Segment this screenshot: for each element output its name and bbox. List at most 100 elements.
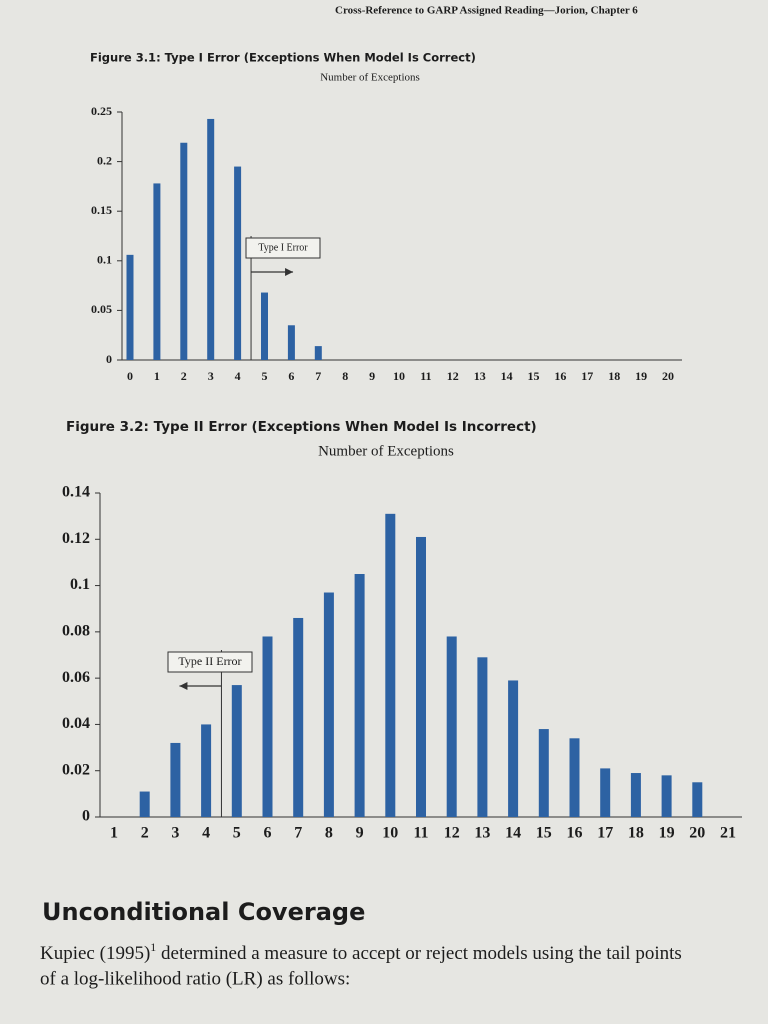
x-tick-label: 9	[369, 369, 375, 383]
x-tick-label: 6	[288, 369, 294, 383]
bar	[354, 574, 365, 817]
x-tick-label: 10	[393, 369, 405, 383]
x-tick-label: 17	[597, 825, 613, 842]
x-tick-label: 3	[208, 369, 214, 383]
x-tick-label: 3	[171, 825, 179, 842]
bar	[508, 680, 519, 817]
chart-title: Figure 3.1: Type I Error (Exceptions Whe…	[90, 51, 476, 65]
bar	[600, 768, 611, 817]
x-tick-label: 4	[235, 369, 241, 383]
x-tick-label: 5	[262, 369, 268, 383]
chart-subtitle: Number of Exceptions	[318, 443, 454, 459]
x-tick-label: 13	[474, 369, 486, 383]
x-tick-label: 1	[154, 369, 160, 383]
y-tick-label: 0.25	[91, 104, 112, 118]
y-tick-label: 0.02	[62, 761, 90, 778]
x-tick-label: 20	[662, 369, 674, 383]
x-tick-label: 4	[202, 825, 210, 842]
bar	[126, 254, 134, 360]
y-tick-label: 0.05	[91, 302, 112, 316]
x-tick-label: 10	[382, 825, 398, 842]
bar	[323, 592, 334, 817]
y-tick-label: 0.14	[62, 484, 90, 501]
bar	[261, 292, 268, 360]
bar	[569, 738, 580, 817]
annotation-label: Type II Error	[178, 654, 241, 668]
x-tick-label: 11	[420, 369, 431, 383]
bar	[262, 636, 273, 817]
y-tick-label: 0.04	[62, 715, 90, 732]
bar	[231, 685, 242, 817]
x-tick-label: 15	[528, 369, 540, 383]
x-tick-label: 18	[608, 369, 620, 383]
annotation-box	[245, 237, 321, 259]
x-tick-label: 12	[447, 369, 459, 383]
x-tick-label: 1	[110, 825, 118, 842]
bar	[630, 773, 641, 817]
bar	[661, 775, 672, 817]
x-tick-label: 19	[659, 825, 675, 842]
x-tick-label: 16	[567, 825, 583, 842]
bar	[538, 729, 549, 817]
bar	[170, 742, 181, 817]
y-tick-label: 0	[82, 808, 90, 825]
y-tick-label: 0.06	[62, 669, 90, 686]
bar	[385, 513, 396, 817]
y-tick-label: 0.12	[62, 530, 90, 547]
bar	[314, 346, 322, 360]
x-tick-label: 17	[581, 369, 593, 383]
bar	[201, 724, 212, 817]
y-tick-label: 0.1	[97, 253, 112, 267]
bar	[207, 118, 215, 360]
x-tick-label: 18	[628, 825, 644, 842]
x-tick-label: 21	[720, 825, 736, 842]
x-tick-label: 19	[635, 369, 647, 383]
x-tick-label: 2	[141, 825, 149, 842]
bar	[477, 657, 488, 817]
x-tick-label: 7	[294, 825, 302, 842]
bar	[293, 617, 304, 817]
annotation-box	[167, 651, 253, 673]
text-run: Kupiec (1995)	[40, 943, 150, 964]
bar	[180, 142, 188, 360]
section-heading: Unconditional Coverage	[42, 898, 365, 926]
y-tick-label: 0.1	[70, 576, 90, 593]
chart-subtitle: Number of Exceptions	[320, 72, 420, 84]
x-tick-label: 8	[325, 825, 333, 842]
x-tick-label: 20	[689, 825, 705, 842]
x-tick-label: 14	[501, 369, 513, 383]
running-header: Cross-Reference to GARP Assigned Reading…	[335, 5, 638, 17]
bar	[416, 536, 426, 817]
bar	[139, 791, 150, 817]
paragraph-line: Kupiec (1995)1 determined a measure to a…	[40, 940, 682, 965]
bar	[692, 782, 703, 817]
y-tick-label: 0.2	[97, 153, 112, 167]
x-tick-label: 15	[536, 825, 552, 842]
y-tick-label: 0	[106, 352, 112, 366]
x-tick-label: 11	[413, 825, 428, 842]
y-tick-label: 0.15	[91, 203, 112, 217]
text-run: determined a measure to accept or reject…	[156, 943, 682, 964]
bar	[153, 183, 161, 360]
x-tick-label: 6	[264, 825, 272, 842]
bar	[446, 636, 457, 817]
x-tick-label: 8	[342, 369, 348, 383]
bar	[234, 166, 242, 360]
x-tick-label: 13	[474, 825, 490, 842]
x-tick-label: 9	[356, 825, 364, 842]
bar	[287, 325, 295, 360]
x-tick-label: 14	[505, 825, 521, 842]
y-tick-label: 0.08	[62, 623, 90, 640]
annotation-label: Type I Error	[258, 242, 308, 253]
arrow-head	[179, 682, 188, 690]
x-tick-label: 0	[127, 369, 133, 383]
x-tick-label: 12	[444, 825, 460, 842]
arrow-head	[285, 268, 294, 276]
x-tick-label: 5	[233, 825, 241, 842]
x-tick-label: 2	[181, 369, 187, 383]
chart-title: Figure 3.2: Type II Error (Exceptions Wh…	[66, 419, 537, 435]
x-tick-label: 7	[315, 369, 321, 383]
